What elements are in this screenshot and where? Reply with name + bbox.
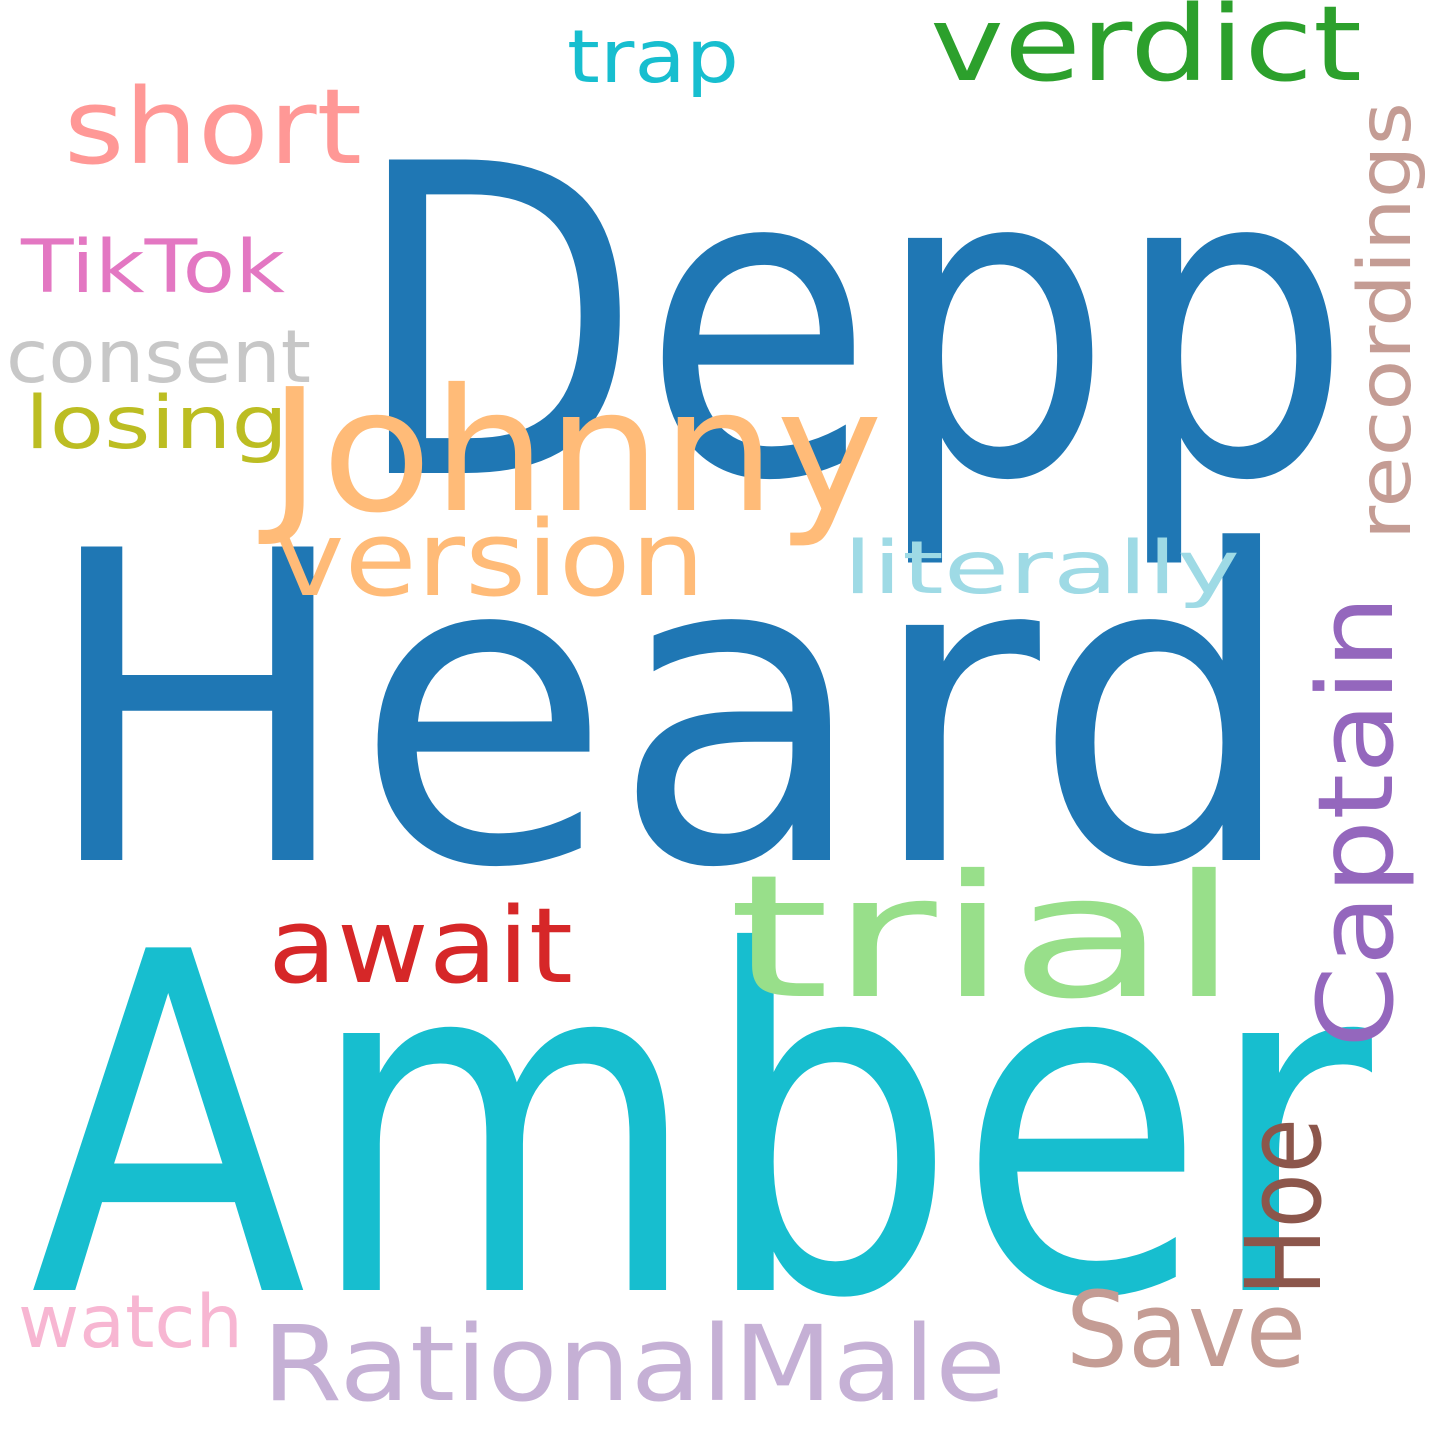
word-verdict: verdict bbox=[930, 0, 1362, 105]
word-recordings: recordings bbox=[1343, 102, 1428, 540]
word-johnny: Johnny bbox=[258, 353, 883, 551]
word-captain: Captain bbox=[1295, 595, 1417, 1048]
word-await: await bbox=[268, 885, 573, 1007]
word-hoe: Hoe bbox=[1223, 1118, 1345, 1296]
word-literally: literally bbox=[843, 526, 1240, 611]
word-watch: watch bbox=[18, 1280, 243, 1365]
word-consent: consent bbox=[6, 315, 311, 400]
word-amber: Amber bbox=[30, 854, 1376, 1401]
word-trial: trial bbox=[728, 839, 1240, 1037]
word-losing: losing bbox=[25, 381, 288, 466]
word-tiktok: TikTok bbox=[20, 225, 286, 310]
word-version: version bbox=[275, 498, 705, 620]
word-heard: Heard bbox=[40, 462, 1298, 962]
word-save: Save bbox=[1066, 1269, 1306, 1391]
word-short: short bbox=[64, 66, 362, 188]
word-depp: Depp bbox=[352, 75, 1352, 575]
word-trap: trap bbox=[567, 15, 739, 100]
word-rationalmale: RationalMale bbox=[262, 1303, 1006, 1425]
